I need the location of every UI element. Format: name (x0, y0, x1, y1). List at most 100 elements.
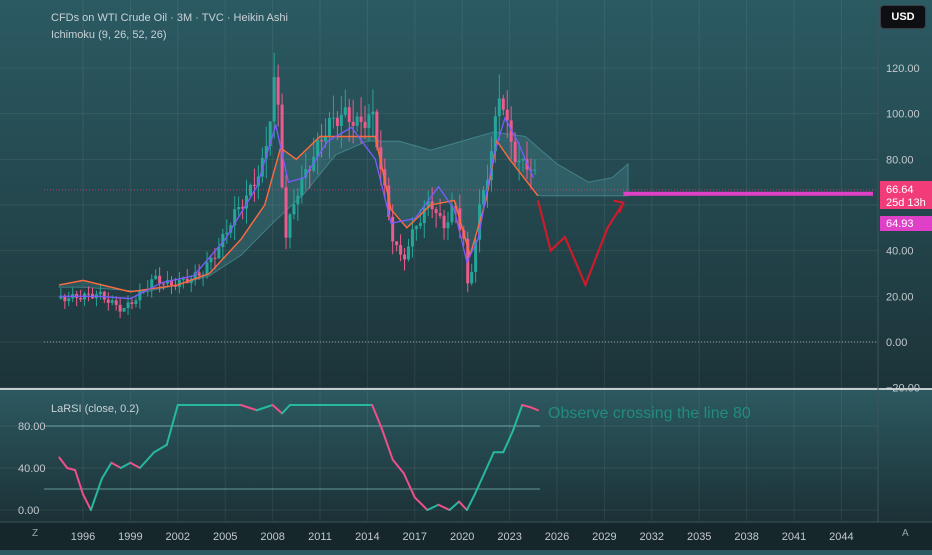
currency-button[interactable]: USD (880, 5, 926, 29)
lower-pane-bg (0, 390, 932, 522)
time-tick-label: 2035 (687, 531, 711, 543)
candle-body (209, 257, 213, 263)
larsi-segment (391, 458, 405, 475)
larsi-segment (66, 467, 77, 472)
axis-label-layer: 1996 1999 2002 2005 2008 2011 2014 2017 2020 2023… (18, 63, 920, 543)
candle-body (331, 117, 335, 119)
candle-body (316, 140, 320, 157)
price-tick-label: 120.00 (886, 63, 920, 75)
crossing-annotation: Observe crossing the line 80 (548, 405, 751, 422)
candle-body (355, 116, 359, 126)
cloud-level-badge (880, 216, 932, 231)
candle-body (292, 204, 296, 215)
candle-body (110, 300, 114, 303)
candle-body (158, 275, 162, 284)
candle-body (193, 272, 197, 279)
candle-body (98, 291, 102, 295)
candle-body (79, 297, 83, 300)
candle-body (189, 278, 193, 284)
time-tick-label: 2008 (260, 531, 284, 543)
time-tick-label: 1999 (118, 531, 142, 543)
time-tick-label: 2017 (403, 531, 427, 543)
candle-body (264, 145, 268, 159)
candle-body (521, 159, 525, 161)
larsi-segment (119, 461, 132, 469)
indicator-line-layer (59, 116, 873, 300)
candle-body (517, 160, 521, 163)
larsi-segment (380, 427, 394, 461)
larsi-segment (100, 461, 113, 480)
candle-body (130, 302, 134, 305)
candle-body (422, 207, 426, 224)
candle-body (482, 190, 486, 205)
larsi-segment (89, 477, 103, 511)
price-tick-label: 40.00 (886, 246, 914, 258)
larsi-segment (465, 493, 476, 511)
larsi-segment (437, 503, 451, 511)
candle-body (434, 209, 438, 214)
candle-body (177, 279, 181, 287)
lower-tick-label: 0.00 (18, 505, 39, 517)
candle-body (205, 262, 209, 275)
price-tick-label: 100.00 (886, 109, 920, 121)
price-tick-label: 0.00 (886, 337, 907, 349)
lower-tick-label: 40.00 (18, 463, 46, 475)
time-tick-label: 2026 (545, 531, 569, 543)
candle-body (87, 293, 91, 295)
candle-body (217, 247, 221, 259)
candle-body (474, 239, 478, 273)
lower-pane-title: LaRSI (close, 0.2) (51, 403, 139, 415)
candle-body (304, 169, 308, 178)
larsi-segment (129, 461, 141, 469)
candle-body (150, 279, 154, 290)
larsi-segment (502, 430, 514, 454)
larsi-segment (458, 500, 468, 511)
candle-body (379, 147, 383, 170)
larsi-segment (402, 472, 416, 499)
time-tick-label: 2029 (592, 531, 616, 543)
larsi-segment (153, 443, 168, 454)
candle-body (181, 278, 185, 280)
candle-body (505, 109, 509, 121)
candle-body (399, 245, 403, 255)
candle-body (276, 77, 280, 105)
base-line (59, 135, 539, 293)
candle-body (410, 229, 414, 247)
candle-body (284, 187, 288, 238)
price-tick-label: 80.00 (886, 154, 914, 166)
indicator-title: Ichimoku (9, 26, 52, 26) (51, 29, 167, 41)
candle-body (343, 107, 347, 115)
candle-body (63, 296, 67, 302)
candle-body (442, 215, 446, 229)
larsi-segment (529, 406, 540, 412)
larsi-segment (483, 451, 495, 475)
candle-body (426, 201, 430, 208)
auto-scale-button[interactable]: A (902, 528, 909, 539)
candle-body (438, 213, 442, 216)
larsi-segment (165, 404, 179, 446)
projection-path (536, 200, 625, 288)
lower-pane-layer (44, 404, 540, 511)
candle-body (245, 195, 249, 209)
larsi-segment (371, 404, 383, 430)
candle-body (134, 300, 138, 305)
bar-countdown: 25d 13h (886, 197, 926, 209)
candle-body (138, 291, 142, 301)
conversion-line (59, 116, 534, 300)
time-tick-label: 2014 (355, 531, 379, 543)
grid-layer (44, 189, 878, 191)
timezone-button[interactable]: Z (32, 528, 39, 539)
larsi-segment (58, 456, 69, 469)
price-tick-label: −20.00 (886, 383, 920, 395)
candle-body (351, 121, 355, 126)
time-tick-label: 2005 (213, 531, 237, 543)
candle-body (67, 298, 71, 302)
candle-body (241, 206, 245, 209)
candle-body (359, 116, 363, 122)
candle-body (268, 121, 272, 146)
candle-body (391, 216, 395, 242)
candle-body (225, 232, 229, 235)
candle-body (272, 77, 276, 122)
